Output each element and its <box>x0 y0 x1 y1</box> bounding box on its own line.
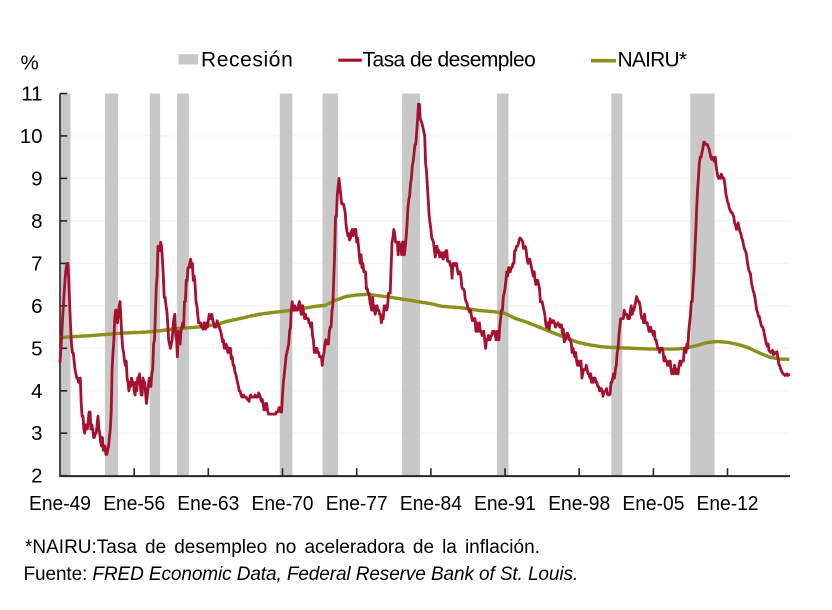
svg-text:Recesión: Recesión <box>201 48 293 71</box>
svg-text:2: 2 <box>31 465 42 488</box>
svg-text:Ene-77: Ene-77 <box>326 492 388 515</box>
svg-text:7: 7 <box>31 252 42 275</box>
svg-text:Ene-56: Ene-56 <box>103 492 165 515</box>
svg-text:%: % <box>21 52 39 75</box>
svg-text:Ene-63: Ene-63 <box>177 492 239 515</box>
svg-text:5: 5 <box>31 337 42 360</box>
svg-text:Ene-84: Ene-84 <box>400 492 462 515</box>
svg-text:Fuente: FRED Economic Data, Fe: Fuente: FRED Economic Data, Federal Rese… <box>24 564 579 585</box>
svg-text:Ene-12: Ene-12 <box>697 492 759 515</box>
svg-text:*NAIRU:Tasa de desempleo no ac: *NAIRU:Tasa de desempleo no aceleradora … <box>25 537 540 558</box>
svg-text:Ene-98: Ene-98 <box>548 492 610 515</box>
svg-text:4: 4 <box>31 380 42 403</box>
svg-text:9: 9 <box>31 167 42 190</box>
svg-text:Ene-05: Ene-05 <box>622 492 684 515</box>
svg-text:10: 10 <box>20 125 43 148</box>
svg-text:Ene-91: Ene-91 <box>474 492 536 515</box>
svg-text:Tasa de desempleo: Tasa de desempleo <box>363 48 536 71</box>
svg-text:NAIRU*: NAIRU* <box>618 48 687 71</box>
svg-text:6: 6 <box>31 295 42 318</box>
svg-text:Ene-70: Ene-70 <box>252 492 314 515</box>
svg-text:8: 8 <box>31 210 42 233</box>
svg-text:11: 11 <box>21 83 42 106</box>
svg-text:Ene-49: Ene-49 <box>29 492 91 515</box>
svg-text:3: 3 <box>31 422 42 445</box>
